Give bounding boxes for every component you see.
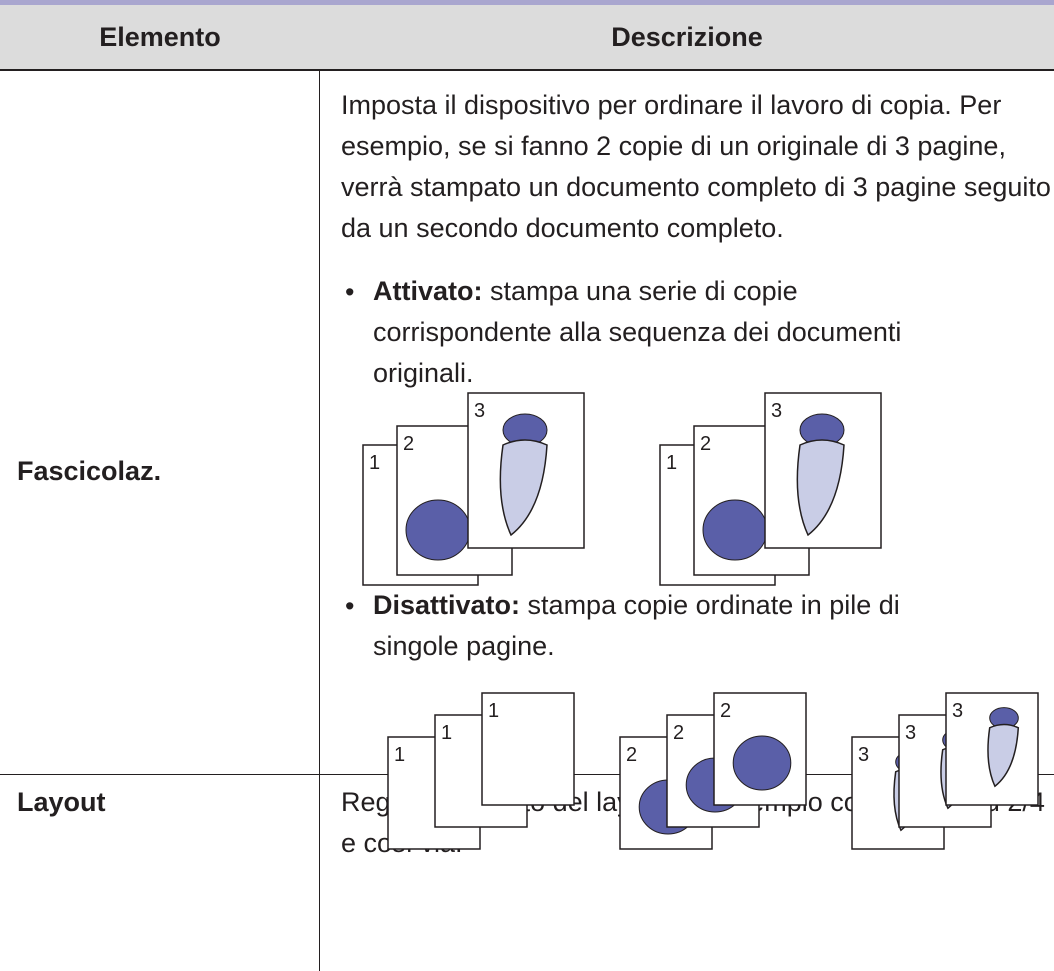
apple [732,735,792,791]
page-number: 1 [488,700,499,722]
bullet-text: Disattivato: stampa copie ordinate in pi… [373,585,913,667]
bullet-term: Disattivato: [373,590,521,620]
bullet-term: Attivato: [373,276,483,306]
header-rule [0,69,1054,71]
page-number: 2 [626,744,637,766]
page-number: 3 [952,700,963,722]
column-divider [319,70,320,971]
apple [702,499,768,561]
carrot [796,439,845,537]
bullet-body: stampa copie ordinate in pile di singole… [373,590,900,661]
page-number: 1 [369,452,380,474]
carrot [987,723,1020,788]
page-number: 3 [905,722,916,744]
bullet-dot: • [345,277,355,307]
header-cell: Descrizione [611,22,763,52]
bullet-body: stampa una serie di copie corrispondente… [373,276,902,388]
page-number: 1 [441,722,452,744]
bullet-text: Attivato: stampa una serie di copie corr… [373,271,913,394]
page-number: 1 [666,452,677,474]
page-number: 3 [858,744,869,766]
page-number: 3 [771,400,782,422]
item-label: Layout [17,787,106,817]
page-number: 2 [673,722,684,744]
bullet-dot: • [345,591,355,621]
page-number: 3 [474,400,485,422]
table-header [0,5,1054,70]
item-label: Fascicolaz. [17,456,162,486]
page-number: 2 [700,433,711,455]
page [481,692,575,806]
page-number: 2 [720,700,731,722]
description: Imposta il dispositivo per ordinare il l… [341,90,1051,243]
apple [405,499,471,561]
top-bar [0,0,1054,5]
header-cell: Elemento [99,22,221,52]
carrot [499,439,548,537]
page-number: 2 [403,433,414,455]
page-number: 1 [394,744,405,766]
